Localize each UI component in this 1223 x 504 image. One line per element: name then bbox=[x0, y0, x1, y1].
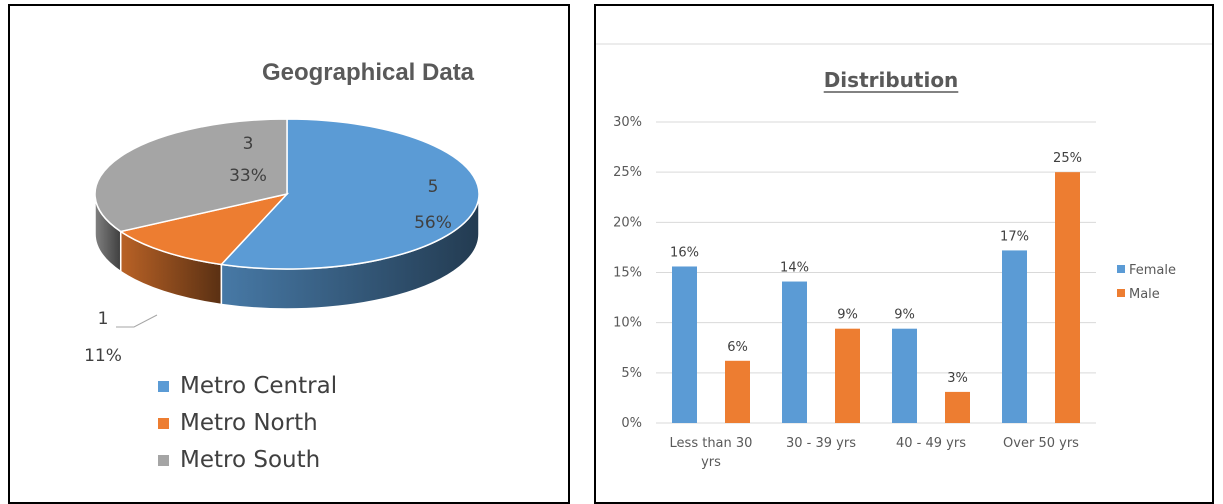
bar-female-30-39-yrs bbox=[782, 281, 807, 423]
bar-data-label-female-30-39-yrs: 14% bbox=[780, 261, 809, 276]
legend-swatch-female bbox=[1117, 265, 1125, 273]
bar-chart: Distribution 0% 5% 10% 15% 20% 25% 30% 16% 6% Le… bbox=[596, 43, 1212, 470]
pie-slice-metro-north bbox=[118, 192, 290, 266]
y-tick-label: 10% bbox=[613, 316, 642, 331]
bar-data-label-male-less-than-30-yrs: 6% bbox=[727, 340, 748, 355]
bar-data-label-male-40-49-yrs: 3% bbox=[947, 371, 968, 386]
bar-male-30-39-yrs bbox=[835, 328, 860, 423]
y-tick-label: 0% bbox=[621, 416, 642, 431]
legend-swatch-metro-north bbox=[158, 418, 169, 429]
bar-data-label-female-less-than-30-yrs: 16% bbox=[670, 245, 699, 260]
y-tick-label: 25% bbox=[613, 165, 642, 180]
bar-female-less-than-30-yrs bbox=[672, 266, 697, 423]
x-tick-label-over-50-yrs: Over 50 yrs bbox=[1003, 436, 1079, 451]
bar-chart-panel: Distribution 0% 5% 10% 15% 20% 25% 30% 16% 6% Le… bbox=[594, 4, 1214, 504]
bar-male-40-49-yrs bbox=[945, 391, 970, 423]
legend-label-female: Female bbox=[1129, 263, 1176, 278]
bar-male-over-50-yrs bbox=[1055, 172, 1080, 423]
pie-chart: Geographical Data 5 56% 1 11% 3 33% Metro Cen… bbox=[84, 59, 480, 473]
bar-data-label-male-30-39-yrs: 9% bbox=[837, 308, 858, 323]
bar-data-label-male-over-50-yrs: 25% bbox=[1053, 151, 1082, 166]
legend-label-male: Male bbox=[1129, 287, 1160, 302]
legend-swatch-metro-south bbox=[158, 455, 169, 466]
legend-label-metro-central: Metro Central bbox=[180, 373, 337, 399]
pie-percent-label-metro-north: 11% bbox=[84, 346, 122, 366]
y-tick-label: 5% bbox=[621, 366, 642, 381]
legend-label-metro-south: Metro South bbox=[180, 447, 320, 473]
pie-percent-label-metro-south: 33% bbox=[229, 166, 267, 186]
pie-percent-label-metro-central: 56% bbox=[414, 213, 452, 233]
pie-value-label-metro-north: 1 bbox=[98, 309, 109, 329]
bar-female-over-50-yrs bbox=[1002, 250, 1027, 423]
x-tick-label-40-49-yrs: 40 - 49 yrs bbox=[896, 436, 966, 451]
pie-slice-metro-central bbox=[219, 118, 480, 270]
bar-male-less-than-30-yrs bbox=[725, 360, 750, 423]
pie-slice-metro-south bbox=[94, 118, 288, 233]
pie-leader-line bbox=[116, 314, 158, 328]
legend-swatch-male bbox=[1117, 289, 1125, 297]
x-tick-label-30-39-yrs: 30 - 39 yrs bbox=[786, 436, 856, 451]
pie-value-label-metro-south: 3 bbox=[243, 134, 254, 154]
pie-value-label-metro-central: 5 bbox=[428, 177, 439, 197]
bar-chart-title: Distribution bbox=[824, 68, 959, 92]
legend-swatch-metro-central bbox=[158, 381, 169, 392]
legend-label-metro-north: Metro North bbox=[180, 410, 318, 436]
x-tick-label-less-than-30-yrs: Less than 30 bbox=[670, 436, 753, 451]
x-tick-label-less-than-30-yrs: yrs bbox=[701, 455, 721, 470]
pie-chart-panel: Geographical Data 5 56% 1 11% 3 33% Metro Cen… bbox=[8, 4, 570, 504]
bar-female-40-49-yrs bbox=[892, 328, 917, 423]
y-tick-label: 30% bbox=[613, 115, 642, 130]
y-tick-label: 20% bbox=[613, 215, 642, 230]
bar-data-label-female-over-50-yrs: 17% bbox=[1000, 229, 1029, 244]
bar-data-label-female-40-49-yrs: 9% bbox=[894, 308, 915, 323]
pie-chart-title: Geographical Data bbox=[262, 59, 475, 86]
y-tick-label: 15% bbox=[613, 266, 642, 281]
